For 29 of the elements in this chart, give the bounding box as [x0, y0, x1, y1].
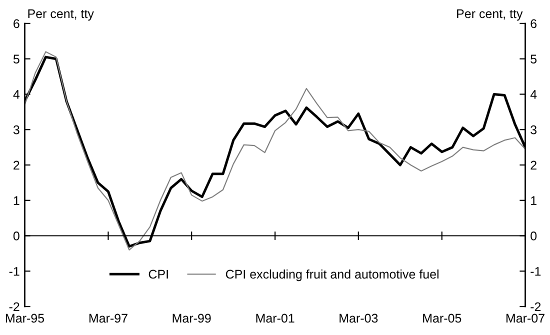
legend-label: CPI excluding fruit and automotive fuel	[226, 269, 438, 282]
y-tick-label: -2	[9, 302, 20, 312]
y2-tick-label: 1	[531, 196, 536, 205]
y-tick-label: 3	[13, 125, 20, 134]
y-tick-label: 4	[13, 90, 20, 99]
y-tick-label: 5	[13, 54, 20, 64]
y-axis-title: Per cent, tty	[28, 9, 94, 21]
y-tick-label: 0	[13, 232, 20, 240]
x-tick-label: Mar-03	[340, 314, 378, 323]
y2-tick-label: 0	[530, 232, 537, 240]
x-tick-label: Mar-97	[89, 314, 128, 323]
y-tick-label: 1	[14, 196, 20, 205]
y-tick-label: -1	[9, 267, 20, 276]
x-tick-label: Mar-07	[506, 314, 544, 323]
legend-label: CPI	[148, 270, 168, 279]
y2-tick-label: 5	[530, 54, 537, 64]
y2-tick-label: -2	[530, 302, 541, 312]
x-tick-label: Mar-99	[172, 314, 211, 323]
y2-tick-label: 4	[530, 90, 537, 99]
y2-axis-title: Per cent, tty	[457, 9, 523, 21]
y-tick-label: 2	[14, 160, 20, 170]
y-tick-label: 6	[14, 19, 20, 28]
y2-tick-label: 6	[530, 19, 537, 28]
y2-tick-label: 3	[530, 125, 537, 134]
y2-tick-label: 2	[530, 160, 536, 170]
x-tick-label: Mar-01	[256, 314, 294, 323]
x-tick-label: Mar-05	[423, 314, 462, 323]
y2-tick-label: -1	[530, 267, 541, 276]
x-tick-label: Mar-95	[6, 314, 44, 323]
